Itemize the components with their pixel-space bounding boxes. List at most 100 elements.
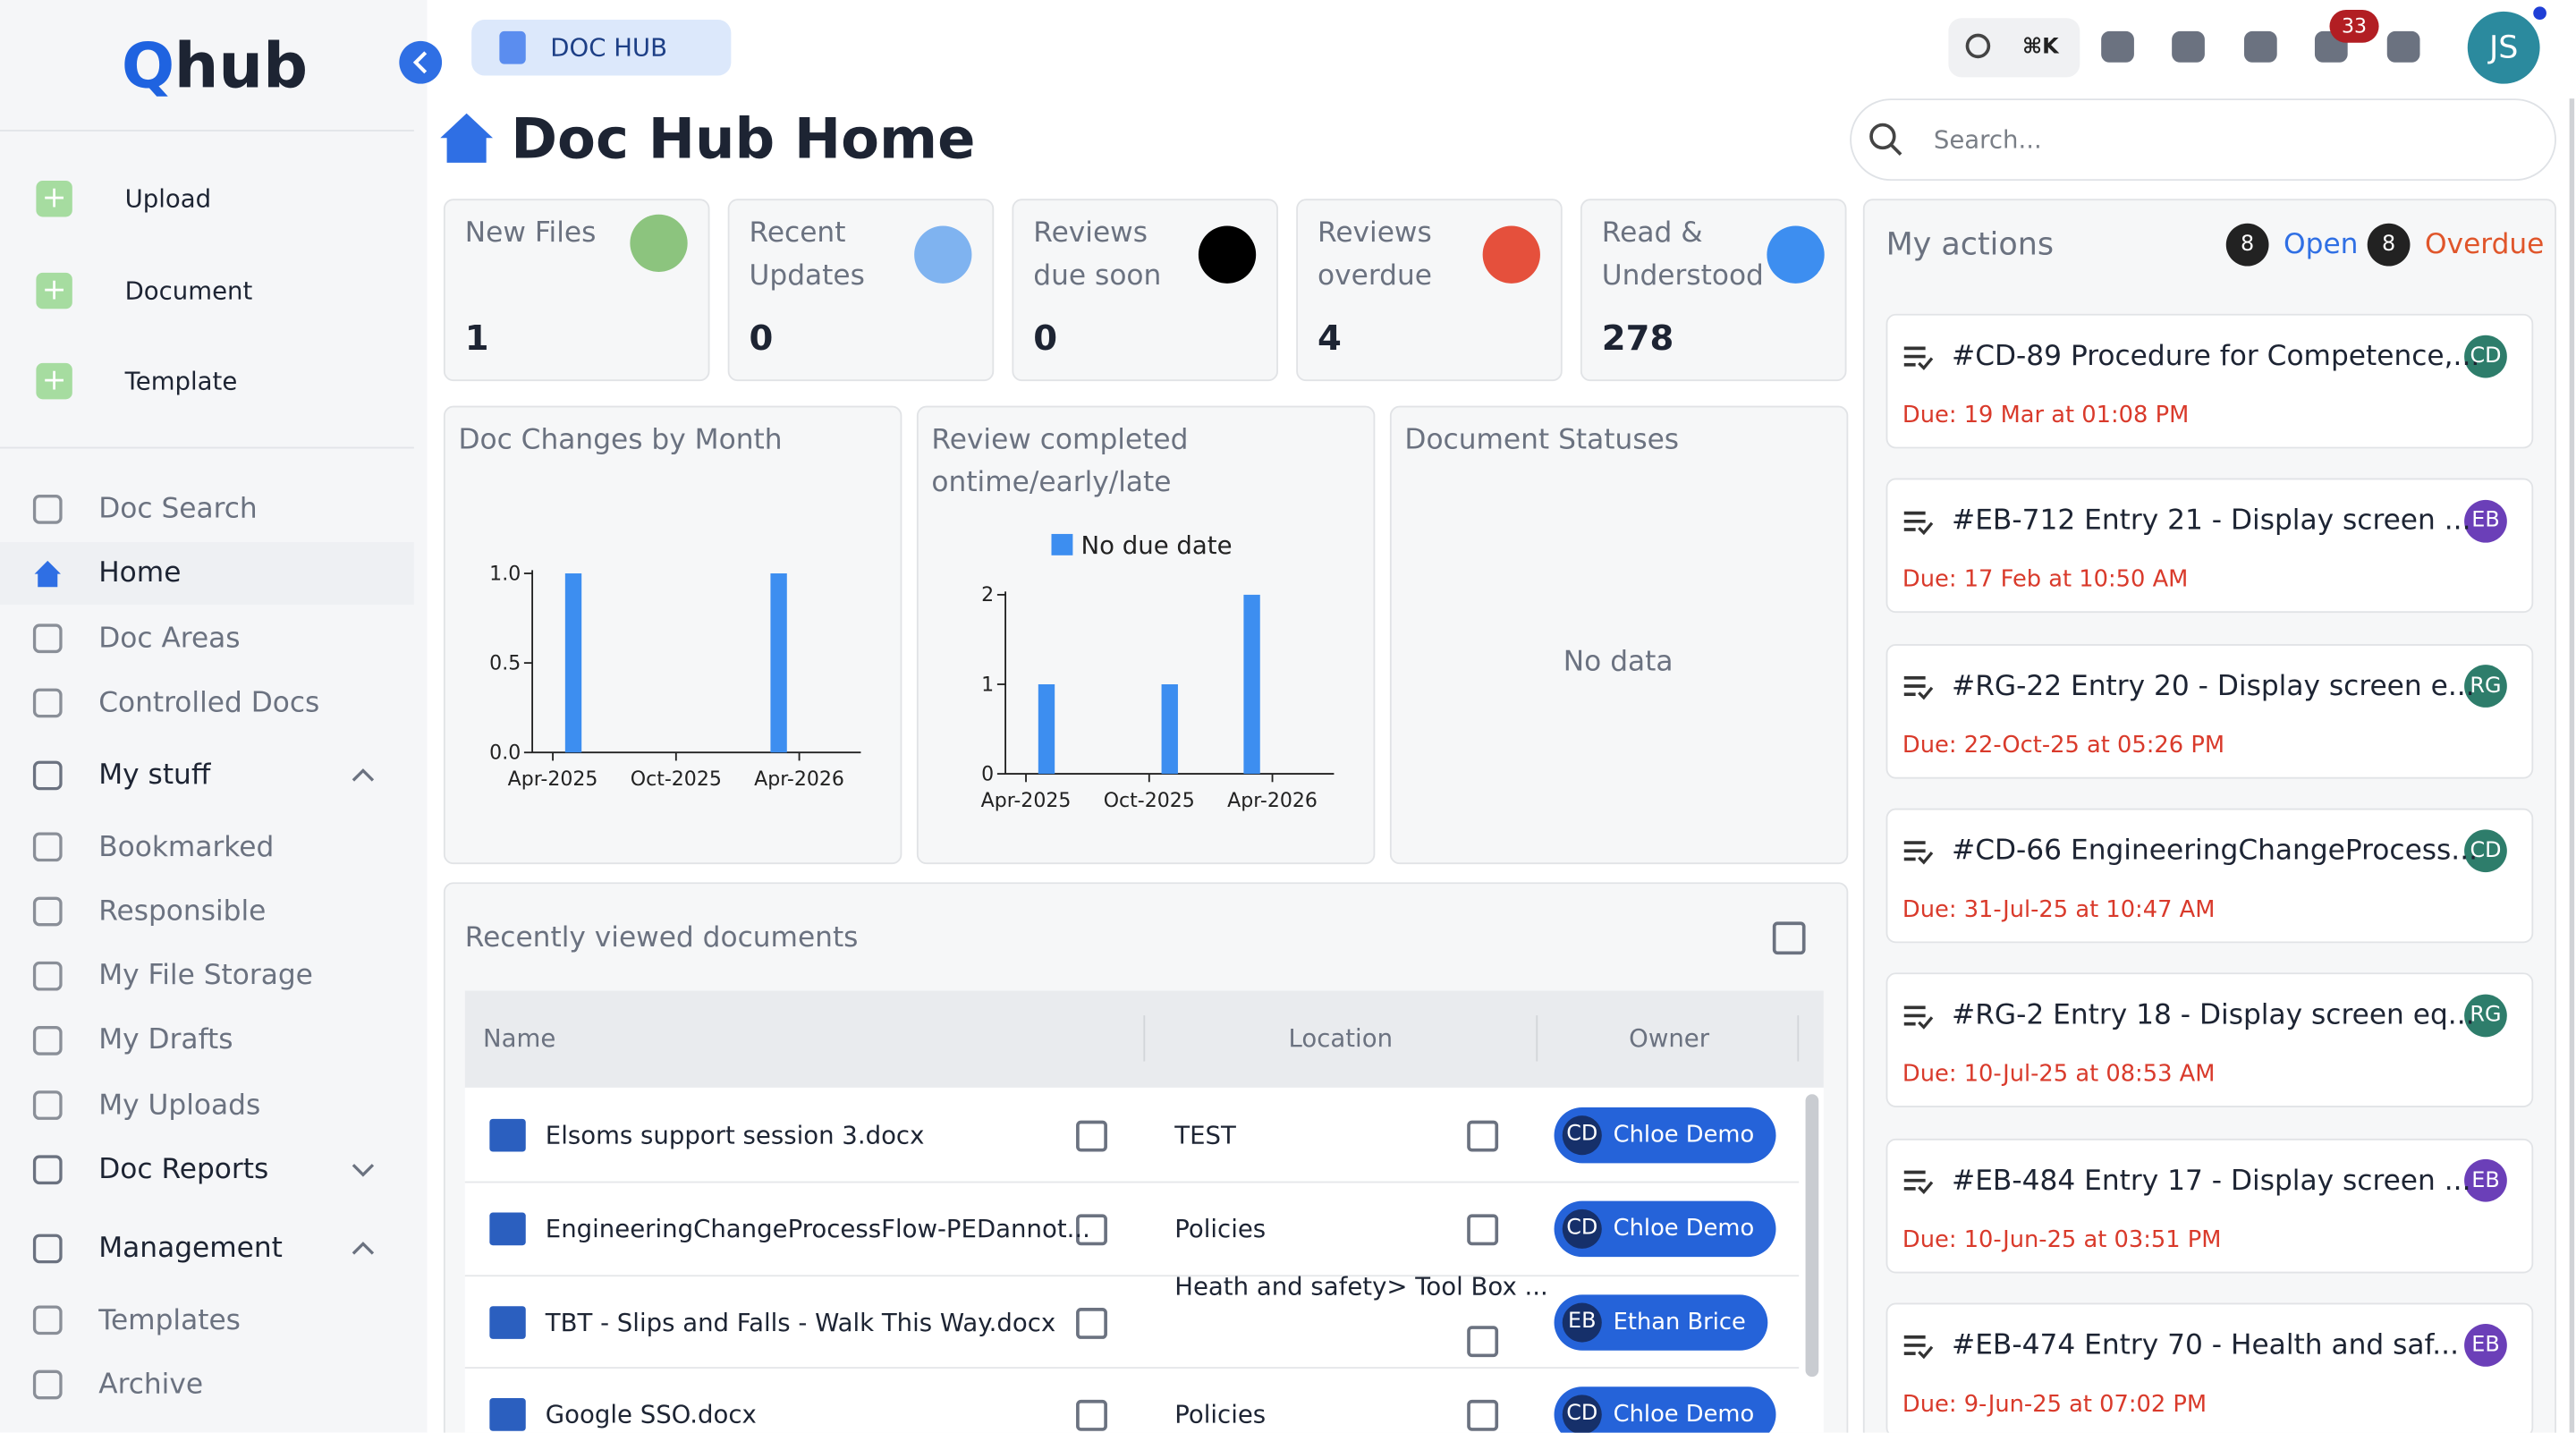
stat-value: 0 [1033, 318, 1058, 359]
nav-item[interactable]: My Drafts [98, 1024, 233, 1057]
column-divider [1143, 1015, 1146, 1062]
user-initials[interactable]: JS [2488, 30, 2519, 66]
action-card[interactable] [1885, 1302, 2534, 1433]
action-card[interactable] [1885, 972, 2534, 1108]
nav-item[interactable]: Controlled Docs [98, 686, 320, 720]
status-dot [2533, 6, 2546, 21]
y-tick-label: 1 [981, 674, 994, 696]
actions-title: My actions [1885, 226, 2055, 263]
document-name[interactable]: Elsoms support session 3.docx [545, 1120, 925, 1150]
action-initials: EB [2471, 1333, 2500, 1358]
nav-item[interactable]: Home [98, 557, 182, 590]
action-initials: RG [2470, 674, 2502, 699]
action-card[interactable] [1885, 808, 2534, 944]
document-name[interactable]: EngineeringChangeProcessFlow-PEDannot... [545, 1214, 1090, 1244]
owner-chip[interactable]: CD Chloe Demo [1554, 1107, 1776, 1164]
nav-item[interactable]: My File Storage [98, 959, 313, 993]
stat-label: New Files [464, 216, 597, 250]
nav-section[interactable]: Management [98, 1232, 283, 1266]
icon [32, 896, 63, 927]
nav-item[interactable]: Doc Areas [98, 622, 241, 656]
stat-value: 0 [749, 318, 774, 359]
nav-item[interactable]: Responsible [98, 895, 267, 928]
nav-section[interactable]: My stuff [98, 759, 211, 793]
icon [32, 1026, 63, 1056]
action-title: #RG-2 Entry 18 - Display screen eq... [1952, 999, 2475, 1032]
action-card[interactable] [1885, 479, 2534, 614]
search-icon [1889, 143, 1902, 156]
owner-initials: CD [1562, 1208, 1602, 1249]
action-due: Due: 10-Jun-25 at 03:51 PM [1902, 1226, 2222, 1253]
stat-label: Reviews due soon [1033, 216, 1162, 293]
open-icon [1076, 1214, 1107, 1246]
owner-initials: CD [1562, 1115, 1602, 1156]
owner-chip[interactable]: CD Chloe Demo [1554, 1200, 1776, 1258]
task-icon [1918, 852, 1934, 865]
stat-card[interactable] [1296, 199, 1563, 382]
create-button[interactable]: Document [124, 275, 253, 305]
document-name[interactable]: TBT - Slips and Falls - Walk This Way.do… [545, 1308, 1056, 1338]
nav-item[interactable]: Doc Search [98, 493, 258, 526]
search-shortcut[interactable] [1948, 18, 2080, 78]
owner-initials: CD [1562, 1395, 1602, 1433]
search-placeholder: Search... [1933, 124, 2042, 155]
action-avatar [2464, 665, 2507, 708]
task-icon [1918, 1181, 1934, 1194]
search-box[interactable] [1850, 98, 2556, 182]
home-icon [34, 560, 61, 588]
task-icon [1918, 1345, 1934, 1360]
section-chevron [352, 768, 375, 782]
sidebar [0, 0, 428, 1433]
action-title: #CD-89 Procedure for Competence,... [1952, 340, 2480, 373]
nav-item[interactable]: Archive [98, 1368, 204, 1402]
nav-active [0, 542, 414, 606]
row-divider [464, 1181, 1800, 1183]
open-label[interactable]: Open [2284, 228, 2359, 262]
column-divider [1536, 1015, 1538, 1062]
create-icon: + [36, 362, 72, 400]
create-button[interactable]: Upload [124, 183, 212, 214]
nav-item[interactable]: Bookmarked [98, 830, 275, 864]
action-card[interactable] [1885, 1137, 2534, 1273]
no-data: No data [1563, 645, 1674, 679]
icon [32, 688, 63, 718]
create-button[interactable]: Template [124, 366, 238, 396]
chart-card [916, 405, 1376, 865]
word-icon [489, 1118, 526, 1152]
x-tick-label: Apr-2025 [981, 790, 1072, 812]
stat-value: 4 [1318, 318, 1342, 359]
action-card[interactable] [1885, 643, 2534, 778]
stat-dot [1482, 225, 1540, 284]
action-avatar [2464, 994, 2507, 1038]
chart-card [443, 405, 902, 865]
column-header: Owner [1629, 1023, 1710, 1054]
owner-chip[interactable]: EB Ethan Brice [1554, 1294, 1767, 1351]
icon [32, 760, 63, 791]
column-header: Name [482, 1023, 556, 1054]
search-icon [1965, 33, 1991, 59]
nav-item[interactable]: My Uploads [98, 1089, 261, 1122]
x-tick-label: Apr-2026 [754, 768, 844, 791]
chart-title: Doc Changes by Month [458, 423, 783, 457]
home-icon [440, 113, 494, 163]
open-icon [1467, 1214, 1499, 1246]
word-icon [489, 1306, 526, 1339]
header-icon [2101, 30, 2134, 63]
nav-section[interactable]: Doc Reports [98, 1153, 269, 1187]
action-title: #RG-22 Entry 20 - Display screen e... [1952, 669, 2475, 703]
y-tick-label: 0 [981, 763, 994, 785]
document-name[interactable]: Google SSO.docx [545, 1399, 757, 1429]
overdue-label[interactable]: Overdue [2425, 228, 2545, 262]
nav-item[interactable]: Templates [98, 1303, 241, 1337]
action-card[interactable] [1885, 313, 2534, 449]
word-icon [489, 1212, 526, 1246]
bar [1243, 594, 1260, 775]
document-location: Policies [1174, 1399, 1267, 1429]
stat-dot [914, 225, 972, 284]
owner-chip[interactable]: CD Chloe Demo [1554, 1386, 1776, 1433]
search-icon [1869, 123, 1896, 150]
stat-value: 1 [464, 318, 489, 359]
count-badge [2225, 223, 2269, 267]
owner-name: Chloe Demo [1613, 1216, 1755, 1242]
